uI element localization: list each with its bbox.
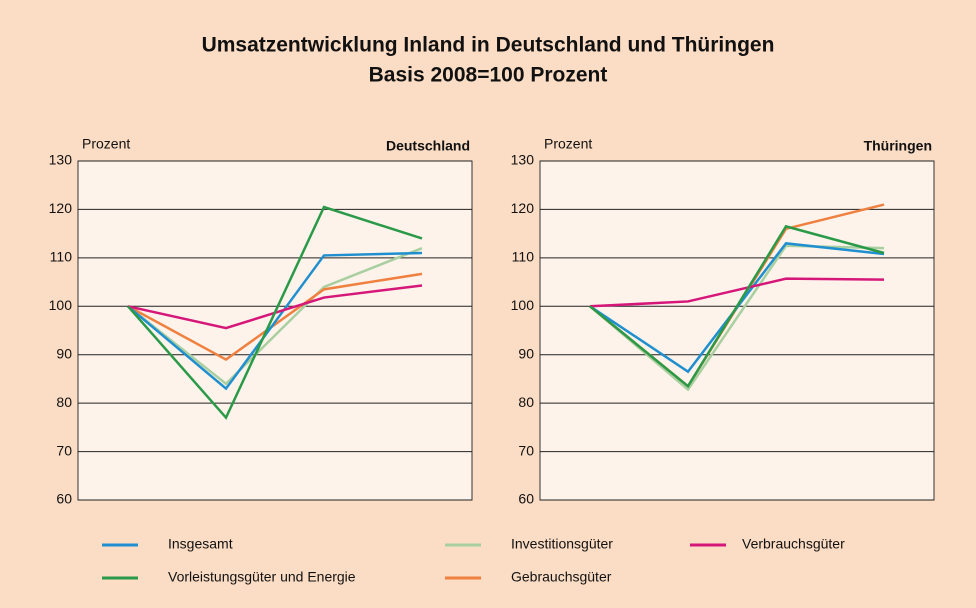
series-line	[127, 272, 423, 362]
panel-title: Thüringen	[864, 138, 932, 154]
series-line	[589, 244, 885, 392]
y-tick-label: 100	[511, 297, 535, 313]
y-tick-label: 130	[49, 152, 73, 168]
y-tick-label: 110	[512, 249, 535, 265]
legend-label: Investitionsgüter	[511, 536, 613, 552]
y-tick-label: 120	[49, 200, 73, 216]
series-line	[589, 224, 885, 389]
plot-area	[539, 160, 935, 501]
y-tick-label: 110	[50, 249, 73, 265]
y-tick-label: 80	[518, 394, 534, 410]
y-tick-label: 60	[56, 491, 72, 507]
y-tick-label: 70	[518, 442, 534, 458]
y-tick-label: 90	[518, 345, 534, 361]
chart-title: Umsatzentwicklung Inland in Deutschland …	[202, 34, 775, 57]
legend-label: Insgesamt	[168, 536, 233, 552]
y-tick-label: 100	[49, 297, 73, 313]
y-tick-label: 120	[511, 200, 535, 216]
series-line	[127, 205, 423, 420]
series-line	[589, 277, 885, 308]
series-line	[127, 251, 423, 391]
series-line	[127, 247, 423, 386]
legend-label: Vorleistungsgüter und Energie	[168, 569, 356, 585]
panel-title: Deutschland	[386, 138, 470, 154]
plot-area	[77, 160, 473, 501]
legend-label: Verbrauchsgüter	[742, 536, 845, 552]
y-tick-label: 80	[56, 394, 72, 410]
y-tick-label: 130	[511, 152, 535, 168]
legend-label: Gebrauchsgüter	[511, 569, 612, 585]
y-tick-label: 60	[518, 491, 534, 507]
y-tick-label: 90	[56, 345, 72, 361]
y-axis-label: Prozent	[82, 136, 130, 152]
y-axis-label: Prozent	[544, 136, 592, 152]
chart-subtitle: Basis 2008=100 Prozent	[369, 64, 608, 87]
y-tick-label: 70	[56, 442, 72, 458]
